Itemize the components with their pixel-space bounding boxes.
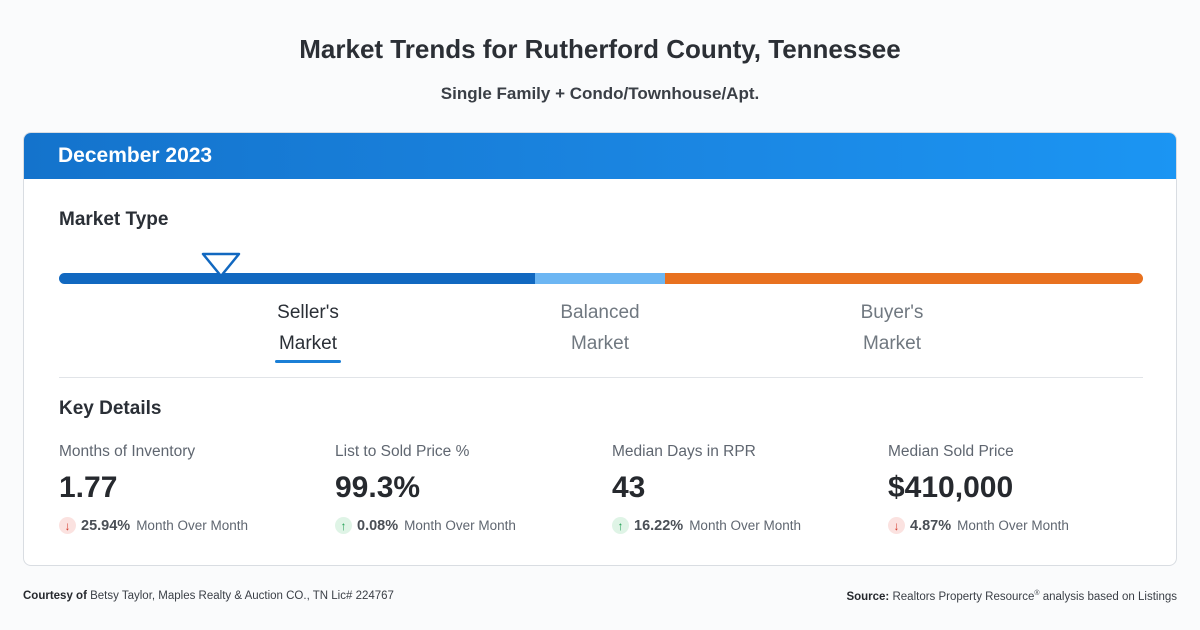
source-text: Realtors Property Resource xyxy=(892,590,1035,603)
market-type-title: Market Type xyxy=(59,209,169,230)
buyer-market-label-line1: Buyer's xyxy=(860,302,924,323)
page-subtitle: Single Family + Condo/Townhouse/Apt. xyxy=(440,84,760,103)
metric-change: ↑ 0.08% Month Over Month xyxy=(335,517,516,534)
period-header: December 2023 xyxy=(24,133,1176,179)
metric-change: ↑ 16.22% Month Over Month xyxy=(612,517,801,534)
arrow-up-icon: ↑ xyxy=(335,517,352,534)
metric-change: ↓ 25.94% Month Over Month xyxy=(59,517,248,534)
seller-market-label-line1: Seller's xyxy=(277,302,339,323)
section-divider xyxy=(59,377,1143,378)
metric-change-percent: 16.22% xyxy=(634,517,684,534)
metric-median-sold-price: Median Sold Price $410,000 ↓ 4.87% Month… xyxy=(888,443,1069,534)
metric-change-percent: 0.08% xyxy=(357,517,399,534)
buyer-market-segment xyxy=(665,273,1143,284)
metric-value: 1.77 xyxy=(59,471,118,504)
registered-mark: ® xyxy=(1034,590,1040,597)
source-footer: Source: Realtors Property Resource® anal… xyxy=(846,590,1177,603)
metric-label: Median Days in RPR xyxy=(612,443,756,460)
metric-label: List to Sold Price % xyxy=(335,443,470,460)
buyer-market-label-line2: Market xyxy=(862,333,922,354)
courtesy-footer: Courtesy of Betsy Taylor, Maples Realty … xyxy=(23,590,394,602)
source-text-suffix: analysis based on Listings xyxy=(1042,590,1177,603)
arrow-up-icon: ↑ xyxy=(612,517,629,534)
metric-value: $410,000 xyxy=(888,471,1014,504)
courtesy-text: Betsy Taylor, Maples Realty & Auction CO… xyxy=(90,590,394,602)
balanced-market-segment xyxy=(535,273,665,284)
seller-market-segment xyxy=(59,273,535,284)
metric-label: Median Sold Price xyxy=(888,443,1014,460)
active-market-underline xyxy=(275,360,341,363)
balanced-market-label-line1: Balanced xyxy=(560,302,640,323)
balanced-market-label: Balanced Market xyxy=(510,297,690,359)
buyer-market-label: Buyer's Market xyxy=(802,297,982,359)
metric-change-period: Month Over Month xyxy=(136,518,248,533)
source-label: Source: xyxy=(846,590,890,603)
metric-median-days-in-rpr: Median Days in RPR 43 ↑ 16.22% Month Ove… xyxy=(612,443,801,534)
page-title: Market Trends for Rutherford County, Ten… xyxy=(299,34,901,64)
metric-change-percent: 25.94% xyxy=(81,517,131,534)
market-type-scale xyxy=(59,273,1143,284)
key-details-title: Key Details xyxy=(59,398,162,419)
metric-label: Months of Inventory xyxy=(59,443,196,460)
metric-months-of-inventory: Months of Inventory 1.77 ↓ 25.94% Month … xyxy=(59,443,248,534)
arrow-down-icon: ↓ xyxy=(888,517,905,534)
metric-value: 99.3% xyxy=(335,471,421,504)
metric-change-period: Month Over Month xyxy=(404,518,516,533)
metric-change-period: Month Over Month xyxy=(689,518,801,533)
metric-change: ↓ 4.87% Month Over Month xyxy=(888,517,1069,534)
balanced-market-label-line2: Market xyxy=(570,333,630,354)
market-trends-card: December 2023 Market Type Seller's Marke… xyxy=(23,132,1177,566)
metric-change-percent: 4.87% xyxy=(910,517,952,534)
metric-value: 43 xyxy=(612,471,646,504)
metric-list-to-sold-price: List to Sold Price % 99.3% ↑ 0.08% Month… xyxy=(335,443,516,534)
arrow-down-icon: ↓ xyxy=(59,517,76,534)
seller-market-label: Seller's Market xyxy=(218,297,398,363)
triangle-down-marker-icon xyxy=(201,252,241,278)
metric-change-period: Month Over Month xyxy=(957,518,1069,533)
seller-market-label-line2: Market xyxy=(278,333,338,354)
courtesy-label: Courtesy of xyxy=(23,590,87,602)
